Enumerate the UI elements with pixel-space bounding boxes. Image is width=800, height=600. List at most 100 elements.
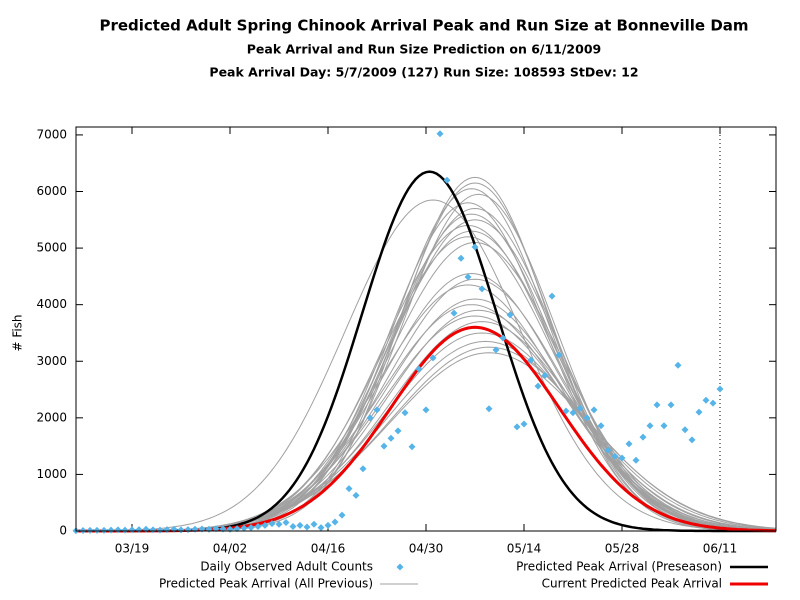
observed-point [261, 521, 269, 529]
curve [76, 304, 777, 532]
observed-point [107, 526, 115, 534]
observed-point [282, 519, 290, 527]
legend-label: Predicted Peak Arrival (Preseason) [516, 560, 722, 574]
chart-subtitle: Peak Arrival Day: 5/7/2009 (127) Run Siz… [209, 65, 638, 80]
observed-point [149, 526, 157, 534]
observed-point [625, 440, 633, 448]
observed-point [695, 408, 703, 416]
observed-point [513, 423, 521, 431]
observed-point [415, 365, 423, 373]
observed-point [681, 426, 689, 434]
curve [76, 193, 776, 532]
y-tick-label: 1000 [36, 467, 67, 481]
x-tick-label: 05/14 [507, 542, 542, 556]
observed-point [716, 385, 724, 393]
observed-point [121, 526, 129, 534]
observed-point [303, 523, 311, 531]
observed-point [177, 526, 185, 534]
observed-point [653, 401, 661, 409]
y-tick-label: 6000 [36, 184, 67, 198]
observed-point [555, 351, 563, 359]
observed-point [338, 511, 346, 519]
observed-point [443, 176, 451, 184]
x-tick-label: 03/19 [115, 542, 150, 556]
observed-point [240, 524, 248, 532]
observed-point [331, 518, 339, 526]
observed-point [114, 526, 122, 534]
y-tick-label: 4000 [36, 297, 67, 311]
observed-point [436, 130, 444, 138]
y-tick-label: 5000 [36, 241, 67, 255]
observed-point [324, 521, 332, 529]
observed-point [590, 406, 598, 414]
observed-point [366, 414, 374, 422]
observed-point [464, 273, 472, 281]
observed-point [709, 399, 717, 407]
observed-point [380, 442, 388, 450]
observed-point [429, 354, 437, 362]
observed-point [408, 443, 416, 451]
observed-point [499, 334, 507, 342]
observed-point [492, 346, 500, 354]
x-tick-label: 04/30 [409, 542, 444, 556]
y-tick-label: 7000 [36, 127, 67, 141]
observed-point [639, 433, 647, 441]
chart-title: Predicted Adult Spring Chinook Arrival P… [99, 17, 748, 35]
observed-point [86, 526, 94, 534]
observed-point [660, 422, 668, 430]
observed-point [541, 371, 549, 379]
observed-point [373, 406, 381, 414]
legend-label: Current Predicted Peak Arrival [542, 577, 722, 591]
x-tick-label: 06/11 [703, 542, 738, 556]
curve [76, 219, 777, 532]
curve [76, 202, 777, 532]
curve [76, 207, 776, 532]
legend-swatch [396, 563, 404, 571]
observed-point [359, 465, 367, 473]
curve [76, 199, 776, 532]
legend-label: Predicted Peak Arrival (All Previous) [159, 577, 373, 591]
curve [76, 176, 776, 532]
observed-point [317, 524, 325, 532]
observed-point [247, 524, 255, 532]
observed-point [352, 491, 360, 499]
observed-point [450, 309, 458, 317]
observed-point [527, 356, 535, 364]
x-tick-label: 04/16 [311, 542, 346, 556]
observed-point [394, 427, 402, 435]
observed-point [569, 409, 577, 417]
curve [76, 340, 777, 532]
observed-point [296, 521, 304, 529]
chart-subtitle: Peak Arrival and Run Size Prediction on … [247, 42, 601, 57]
x-tick-label: 04/02 [213, 542, 248, 556]
legend-label: Daily Observed Adult Counts [200, 560, 373, 574]
x-tick-label: 05/28 [605, 542, 640, 556]
observed-point [632, 456, 640, 464]
observed-point [478, 285, 486, 293]
observed-point [268, 520, 276, 528]
observed-point [534, 382, 542, 390]
observed-point [289, 522, 297, 530]
y-tick-label: 2000 [36, 410, 67, 424]
observed-point [667, 401, 675, 409]
observed-point [212, 525, 220, 533]
observed-point [688, 436, 696, 444]
observed-point [646, 422, 654, 430]
observed-point [583, 414, 591, 422]
observed-point [387, 434, 395, 442]
observed-point [310, 520, 318, 528]
observed-point [576, 404, 584, 412]
observed-point [597, 422, 605, 430]
observed-point [275, 520, 283, 528]
curve [76, 170, 776, 533]
observed-point [604, 446, 612, 454]
observed-point [548, 292, 556, 300]
observed-point [233, 525, 241, 533]
observed-point [611, 452, 619, 460]
observed-point [485, 405, 493, 413]
observed-point [156, 526, 164, 534]
y-tick-label: 3000 [36, 354, 67, 368]
observed-point [422, 406, 430, 414]
observed-point [702, 396, 710, 404]
